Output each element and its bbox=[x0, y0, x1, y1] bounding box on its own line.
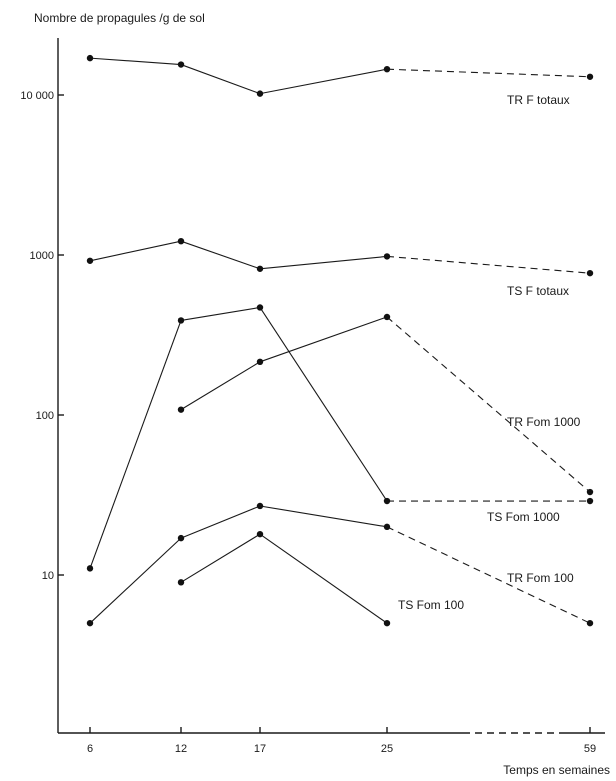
series-labels: TR F totaux TS F totaux TR Fom 1000 TS Fom … bbox=[398, 93, 581, 612]
data-point bbox=[586, 269, 594, 277]
series-label: TS Fom 100 bbox=[398, 598, 464, 612]
data-point bbox=[86, 54, 94, 62]
data-point bbox=[586, 488, 594, 496]
series-segment bbox=[89, 537, 182, 624]
data-point bbox=[177, 61, 185, 68]
data-point bbox=[177, 579, 185, 586]
data-point bbox=[256, 530, 264, 538]
y-tick-label: 10 bbox=[42, 570, 54, 582]
data-point bbox=[383, 619, 391, 627]
data-point bbox=[86, 619, 94, 627]
data-point bbox=[383, 523, 391, 531]
x-tick-label: 12 bbox=[175, 743, 187, 755]
data-point bbox=[383, 313, 391, 321]
series-segment bbox=[89, 57, 182, 66]
data-point bbox=[86, 565, 94, 572]
x-ticks: 6 12 17 25 59 bbox=[87, 727, 596, 755]
x-tick-label: 59 bbox=[584, 743, 596, 755]
data-point bbox=[256, 265, 264, 272]
series-segment bbox=[180, 361, 261, 411]
series-segment bbox=[386, 255, 591, 274]
data-point bbox=[177, 317, 185, 324]
series-segment bbox=[259, 316, 388, 363]
series-segment bbox=[180, 240, 261, 270]
series-segment bbox=[386, 316, 591, 493]
data-point bbox=[256, 502, 264, 510]
series-segment bbox=[89, 240, 182, 262]
y-tick-label: 1000 bbox=[30, 250, 54, 262]
x-axis-label: Temps en semaines bbox=[503, 763, 610, 777]
y-ticks: 10 100 1000 10 000 bbox=[20, 90, 64, 582]
data-point bbox=[177, 237, 185, 245]
data-point bbox=[586, 619, 594, 627]
series-segment bbox=[89, 320, 182, 569]
data-point bbox=[256, 358, 264, 366]
data-point bbox=[383, 65, 391, 73]
data-point bbox=[177, 534, 185, 542]
series-label: TR Fom 100 bbox=[507, 571, 574, 585]
y-tick-label: 100 bbox=[36, 410, 54, 422]
data-point bbox=[256, 304, 264, 311]
data-point bbox=[177, 406, 185, 413]
x-tick-label: 6 bbox=[87, 743, 93, 755]
series-lines bbox=[89, 57, 591, 624]
data-point bbox=[256, 90, 264, 97]
series-segment bbox=[259, 533, 388, 624]
data-point bbox=[383, 497, 391, 505]
series-points bbox=[86, 54, 594, 627]
data-point bbox=[586, 497, 594, 505]
series-label: TR Fom 1000 bbox=[507, 415, 581, 429]
series-label: TR F totaux bbox=[507, 93, 570, 107]
series-label: TS F totaux bbox=[507, 284, 569, 298]
x-tick-label: 25 bbox=[381, 743, 393, 755]
data-point bbox=[86, 257, 94, 264]
series-segment bbox=[180, 505, 261, 539]
series-segment bbox=[180, 306, 261, 321]
series-segment bbox=[386, 526, 591, 624]
series-segment bbox=[259, 255, 388, 270]
series-label: TS Fom 1000 bbox=[487, 510, 560, 524]
series-segment bbox=[386, 68, 591, 78]
data-point bbox=[586, 73, 594, 80]
x-tick-label: 17 bbox=[254, 743, 266, 755]
y-tick-label: 10 000 bbox=[20, 90, 54, 102]
data-point bbox=[383, 253, 391, 260]
series-segment bbox=[259, 68, 388, 95]
y-axis-label: Nombre de propagules /g de sol bbox=[34, 11, 205, 25]
series-segment bbox=[180, 533, 261, 583]
series-segment bbox=[259, 505, 388, 528]
series-segment bbox=[259, 307, 388, 502]
series-segment bbox=[180, 64, 261, 95]
